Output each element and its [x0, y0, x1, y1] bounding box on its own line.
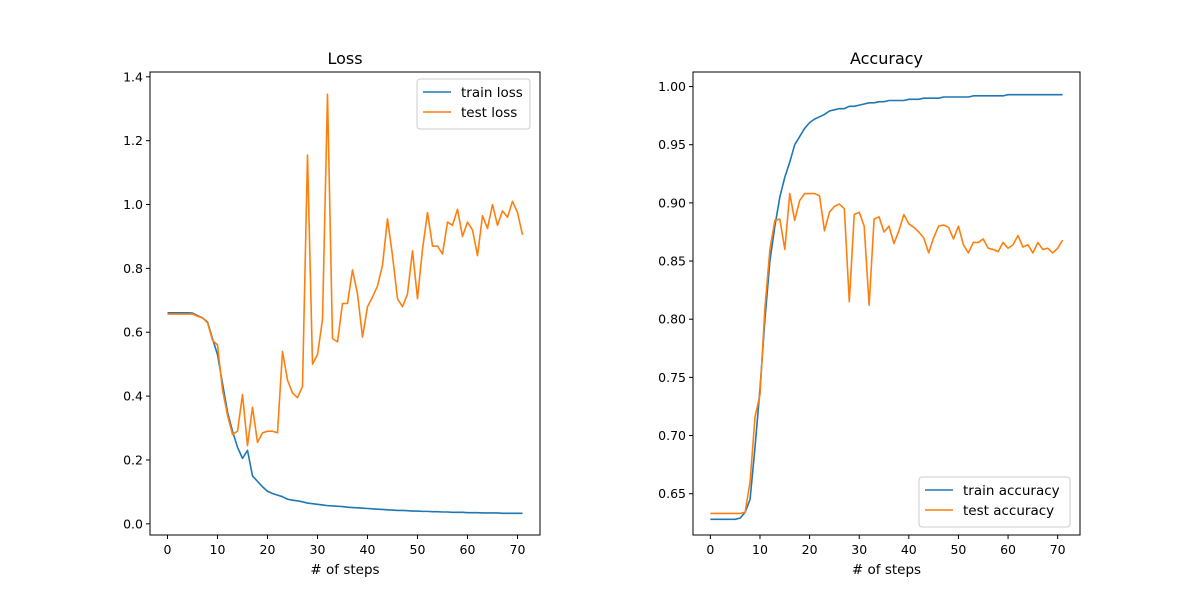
- legend: train loss test loss: [416, 78, 531, 130]
- x-tick-label: 30: [851, 542, 867, 557]
- x-tick-label: 30: [310, 542, 326, 557]
- chart-title: Accuracy: [850, 49, 923, 68]
- x-tick-label: 60: [1000, 542, 1016, 557]
- accuracy-panel: 0 10 20 30 40 50 60 70 0.65 0.70 0.75 0.80 0.85 0.90 0…: [658, 49, 1081, 578]
- x-tick-label: 60: [460, 542, 476, 557]
- y-tick-label: 0.8: [123, 261, 143, 276]
- legend-box: [918, 476, 1071, 528]
- y-tick-label: 1.2: [123, 133, 143, 148]
- y-tick-label: 1.4: [123, 69, 143, 84]
- x-tick-label: 50: [410, 542, 426, 557]
- legend-label: test loss: [461, 105, 517, 121]
- y-tick-label: 0.65: [658, 486, 686, 501]
- y-tick-label: 0.4: [123, 389, 143, 404]
- x-tick-label: 10: [210, 542, 226, 557]
- x-tick-label: 40: [901, 542, 917, 557]
- series-line-test-loss: [167, 93, 524, 447]
- chart-title: Loss: [327, 49, 362, 68]
- legend-label: train loss: [461, 85, 523, 101]
- x-tick-label: 70: [1050, 542, 1066, 557]
- x-axis-label: # of steps: [310, 562, 379, 578]
- y-tick-label: 0.85: [658, 254, 686, 269]
- y-tick-label: 0.90: [658, 195, 686, 210]
- y-tick-label: 0.70: [658, 428, 686, 443]
- x-tick-label: 50: [950, 542, 966, 557]
- x-tick-label: 10: [752, 542, 768, 557]
- series-line-train-accuracy: [710, 93, 1063, 521]
- y-tick-label: 0.75: [658, 370, 686, 385]
- legend-label: test accuracy: [963, 503, 1054, 519]
- axes-frame: [692, 71, 1081, 536]
- x-tick-label: 40: [360, 542, 376, 557]
- y-tick-label: 0.2: [123, 452, 143, 467]
- y-tick-label: 0.0: [123, 516, 143, 531]
- y-tick-label: 0.80: [658, 312, 686, 327]
- legend-label: train accuracy: [963, 483, 1060, 499]
- x-tick-label: 70: [510, 542, 526, 557]
- y-tick-label: 0.95: [658, 137, 686, 152]
- y-tick-label: 1.0: [123, 197, 143, 212]
- y-tick-label: 1.00: [658, 79, 686, 94]
- axes-frame: [149, 71, 541, 536]
- legend: train accuracy test accuracy: [918, 476, 1071, 528]
- loss-panel: 0 10 20 30 40 50 60 70 0.0 0.2 0.4 0.6 0.8 1.0 1.2 1.4 L…: [123, 49, 541, 578]
- y-tick-label: 0.6: [123, 325, 143, 340]
- x-tick-label: 0: [164, 542, 172, 557]
- x-tick-label: 20: [802, 542, 818, 557]
- x-tick-label: 0: [706, 542, 714, 557]
- series-line-test-accuracy: [710, 192, 1064, 515]
- series-line-train-loss: [167, 311, 523, 515]
- x-axis-label: # of steps: [852, 562, 921, 578]
- x-tick-label: 20: [260, 542, 276, 557]
